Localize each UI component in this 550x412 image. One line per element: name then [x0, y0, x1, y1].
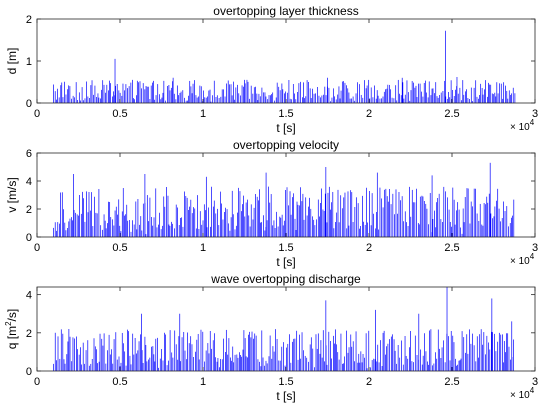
- x-tick-label: 0: [34, 108, 40, 120]
- x-tick-label: 2: [366, 242, 372, 254]
- x-tick-label: 0.5: [112, 242, 127, 254]
- x-tick-label: 2.5: [444, 242, 459, 254]
- x-axis-multiplier: × 104: [510, 252, 535, 267]
- y-axis-label: d [m]: [5, 48, 19, 75]
- x-tick-label: 1.5: [278, 242, 293, 254]
- y-tick-label: 0: [26, 366, 32, 378]
- x-axis-label: t [s]: [276, 121, 295, 135]
- y-tick-label: 2: [26, 14, 32, 26]
- x-axis-multiplier: × 104: [510, 386, 535, 401]
- y-tick-label: 4: [26, 290, 32, 302]
- x-tick-label: 0: [34, 242, 40, 254]
- x-tick-label: 2.5: [444, 108, 459, 120]
- x-tick-label: 3: [532, 242, 538, 254]
- axes-box: [36, 18, 536, 104]
- x-tick-label: 1: [200, 376, 206, 388]
- x-tick-label: 0: [34, 376, 40, 388]
- y-tick-label: 0: [26, 98, 32, 110]
- y-tick-label: 1: [26, 56, 32, 68]
- y-axis-label: q [m2/s]: [4, 309, 19, 349]
- x-tick-label: 0.5: [112, 376, 127, 388]
- y-tick-label: 2: [26, 204, 32, 216]
- subplot-2: overtopping velocity 0 0.5 1 1.5 2 2.5 3 0 2 4 6 t […: [5, 138, 538, 269]
- y-axis-label: v [m/s]: [5, 177, 19, 212]
- x-tick-label: 3: [532, 108, 538, 120]
- y-tick-label: 6: [26, 148, 32, 160]
- y-tick-label: 2: [26, 328, 32, 340]
- x-axis-label: t [s]: [276, 255, 295, 269]
- x-tick-label: 3: [532, 376, 538, 388]
- axes-box: [36, 152, 536, 238]
- x-axis-label: t [s]: [276, 389, 295, 403]
- x-tick-label: 2: [366, 108, 372, 120]
- data-series: [53, 287, 514, 371]
- x-tick-label: 2: [366, 376, 372, 388]
- subplot-title: overtopping velocity: [233, 138, 339, 152]
- x-tick-label: 2.5: [444, 376, 459, 388]
- x-tick-label: 0.5: [112, 108, 127, 120]
- x-tick-label: 1: [200, 242, 206, 254]
- subplot-title: overtopping layer thickness: [213, 4, 358, 18]
- x-tick-label: 1.5: [278, 108, 293, 120]
- subplot-3: wave overtopping discharge 0 0.5 1 1.5 2 2.5 3 0…: [4, 272, 538, 403]
- x-tick-label: 1: [200, 108, 206, 120]
- data-series: [53, 30, 516, 103]
- y-tick-label: 4: [26, 176, 32, 188]
- x-tick-label: 1.5: [278, 376, 293, 388]
- y-tick-label: 0: [26, 232, 32, 244]
- subplot-title: wave overtopping discharge: [210, 272, 361, 286]
- subplot-1: overtopping layer thickness 0 0.5 1 1.5 2 2.5 3…: [5, 4, 538, 135]
- x-axis-multiplier: × 104: [510, 118, 535, 133]
- data-series: [53, 162, 515, 237]
